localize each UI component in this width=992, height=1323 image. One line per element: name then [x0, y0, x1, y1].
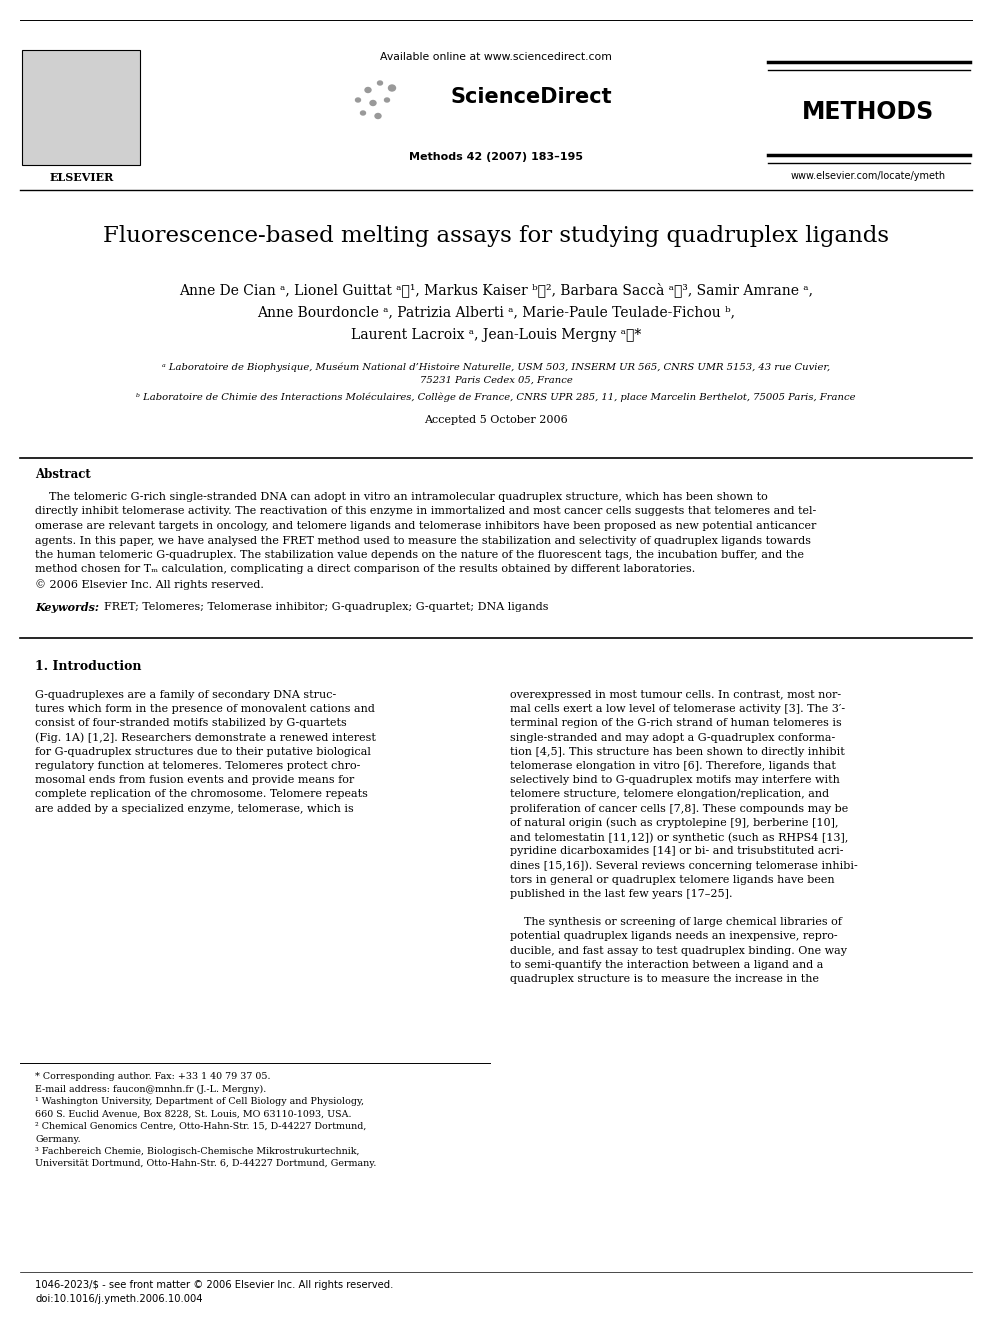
Text: ScienceDirect: ScienceDirect — [450, 87, 612, 107]
Text: terminal region of the G-rich strand of human telomeres is: terminal region of the G-rich strand of … — [510, 718, 842, 729]
Text: Anne Bourdoncle ᵃ, Patrizia Alberti ᵃ, Marie-Paule Teulade-Fichou ᵇ,: Anne Bourdoncle ᵃ, Patrizia Alberti ᵃ, M… — [257, 306, 735, 319]
Text: regulatory function at telomeres. Telomeres protect chro-: regulatory function at telomeres. Telome… — [35, 761, 360, 771]
Text: ¹ Washington University, Department of Cell Biology and Physiology,: ¹ Washington University, Department of C… — [35, 1097, 364, 1106]
Text: 660 S. Euclid Avenue, Box 8228, St. Louis, MO 63110-1093, USA.: 660 S. Euclid Avenue, Box 8228, St. Loui… — [35, 1110, 351, 1118]
Text: The telomeric G-rich single-stranded DNA can adopt in vitro an intramolecular qu: The telomeric G-rich single-stranded DNA… — [35, 492, 768, 501]
Text: ELSEVIER: ELSEVIER — [50, 172, 114, 183]
Text: Universität Dortmund, Otto-Hahn-Str. 6, D-44227 Dortmund, Germany.: Universität Dortmund, Otto-Hahn-Str. 6, … — [35, 1159, 376, 1168]
Text: Germany.: Germany. — [35, 1135, 80, 1143]
Text: telomerase elongation in vitro [6]. Therefore, ligands that: telomerase elongation in vitro [6]. Ther… — [510, 761, 836, 771]
Ellipse shape — [355, 98, 360, 102]
Text: Anne De Cian ᵃ, Lionel Guittat ᵃⰻ¹, Markus Kaiser ᵇⰻ², Barbara Saccà ᵃⰻ³, Samir : Anne De Cian ᵃ, Lionel Guittat ᵃⰻ¹, Mark… — [179, 282, 813, 296]
Text: and telomestatin [11,12]) or synthetic (such as RHPS4 [13],: and telomestatin [11,12]) or synthetic (… — [510, 832, 848, 843]
Ellipse shape — [378, 81, 383, 85]
Text: * Corresponding author. Fax: +33 1 40 79 37 05.: * Corresponding author. Fax: +33 1 40 79… — [35, 1072, 271, 1081]
Text: single-stranded and may adopt a G-quadruplex conforma-: single-stranded and may adopt a G-quadru… — [510, 733, 835, 742]
Ellipse shape — [385, 98, 390, 102]
Text: proliferation of cancer cells [7,8]. These compounds may be: proliferation of cancer cells [7,8]. The… — [510, 803, 848, 814]
Text: Available online at www.sciencedirect.com: Available online at www.sciencedirect.co… — [380, 52, 612, 62]
Text: the human telomeric G-quadruplex. The stabilization value depends on the nature : the human telomeric G-quadruplex. The st… — [35, 550, 804, 560]
Text: Keywords:: Keywords: — [35, 602, 99, 613]
Text: Methods 42 (2007) 183–195: Methods 42 (2007) 183–195 — [409, 152, 583, 161]
Text: 1. Introduction: 1. Introduction — [35, 660, 142, 673]
Text: G-quadruplexes are a family of secondary DNA struc-: G-quadruplexes are a family of secondary… — [35, 691, 336, 700]
Text: ducible, and fast assay to test quadruplex binding. One way: ducible, and fast assay to test quadrupl… — [510, 946, 847, 955]
Text: 75231 Paris Cedex 05, France: 75231 Paris Cedex 05, France — [420, 376, 572, 385]
Text: agents. In this paper, we have analysed the FRET method used to measure the stab: agents. In this paper, we have analysed … — [35, 536, 811, 545]
Text: METHODS: METHODS — [802, 101, 934, 124]
Text: (Fig. 1A) [1,2]. Researchers demonstrate a renewed interest: (Fig. 1A) [1,2]. Researchers demonstrate… — [35, 733, 376, 744]
Text: ³ Fachbereich Chemie, Biologisch-Chemische Mikrostrukurtechnik,: ³ Fachbereich Chemie, Biologisch-Chemisc… — [35, 1147, 359, 1156]
Text: ² Chemical Genomics Centre, Otto-Hahn-Str. 15, D-44227 Dortmund,: ² Chemical Genomics Centre, Otto-Hahn-St… — [35, 1122, 366, 1131]
Text: quadruplex structure is to measure the increase in the: quadruplex structure is to measure the i… — [510, 974, 819, 984]
Text: Fluorescence-based melting assays for studying quadruplex ligands: Fluorescence-based melting assays for st… — [103, 225, 889, 247]
Text: tors in general or quadruplex telomere ligands have been: tors in general or quadruplex telomere l… — [510, 875, 834, 885]
Ellipse shape — [360, 111, 365, 115]
Text: omerase are relevant targets in oncology, and telomere ligands and telomerase in: omerase are relevant targets in oncology… — [35, 521, 816, 531]
Text: tion [4,5]. This structure has been shown to directly inhibit: tion [4,5]. This structure has been show… — [510, 746, 845, 757]
Text: 1046-2023/$ - see front matter © 2006 Elsevier Inc. All rights reserved.: 1046-2023/$ - see front matter © 2006 El… — [35, 1279, 394, 1290]
Text: to semi-quantify the interaction between a ligand and a: to semi-quantify the interaction between… — [510, 959, 823, 970]
Text: FRET; Telomeres; Telomerase inhibitor; G-quadruplex; G-quartet; DNA ligands: FRET; Telomeres; Telomerase inhibitor; G… — [104, 602, 549, 613]
Text: are added by a specialized enzyme, telomerase, which is: are added by a specialized enzyme, telom… — [35, 803, 354, 814]
Text: telomere structure, telomere elongation/replication, and: telomere structure, telomere elongation/… — [510, 790, 829, 799]
Ellipse shape — [375, 114, 381, 119]
Text: published in the last few years [17–25].: published in the last few years [17–25]. — [510, 889, 732, 898]
Text: potential quadruplex ligands needs an inexpensive, repro-: potential quadruplex ligands needs an in… — [510, 931, 837, 942]
Text: Accepted 5 October 2006: Accepted 5 October 2006 — [425, 415, 567, 425]
Text: for G-quadruplex structures due to their putative biological: for G-quadruplex structures due to their… — [35, 746, 371, 757]
Text: directly inhibit telomerase activity. The reactivation of this enzyme in immorta: directly inhibit telomerase activity. Th… — [35, 507, 816, 516]
Text: method chosen for Tₘ calculation, complicating a direct comparison of the result: method chosen for Tₘ calculation, compli… — [35, 565, 695, 574]
Text: complete replication of the chromosome. Telomere repeats: complete replication of the chromosome. … — [35, 790, 368, 799]
Ellipse shape — [365, 87, 371, 93]
Text: Abstract: Abstract — [35, 468, 90, 482]
Ellipse shape — [370, 101, 376, 106]
Text: overexpressed in most tumour cells. In contrast, most nor-: overexpressed in most tumour cells. In c… — [510, 691, 841, 700]
Text: www.elsevier.com/locate/ymeth: www.elsevier.com/locate/ymeth — [791, 171, 945, 181]
Text: ᵃ Laboratoire de Biophysique, Muséum National d’Histoire Naturelle, USM 503, INS: ᵃ Laboratoire de Biophysique, Muséum Nat… — [162, 363, 830, 372]
Text: consist of four-stranded motifs stabilized by G-quartets: consist of four-stranded motifs stabiliz… — [35, 718, 347, 729]
Text: mal cells exert a low level of telomerase activity [3]. The 3′-: mal cells exert a low level of telomeras… — [510, 704, 845, 714]
Text: dines [15,16]). Several reviews concerning telomerase inhibi-: dines [15,16]). Several reviews concerni… — [510, 860, 858, 871]
Text: doi:10.1016/j.ymeth.2006.10.004: doi:10.1016/j.ymeth.2006.10.004 — [35, 1294, 202, 1304]
Text: © 2006 Elsevier Inc. All rights reserved.: © 2006 Elsevier Inc. All rights reserved… — [35, 579, 264, 590]
Text: mosomal ends from fusion events and provide means for: mosomal ends from fusion events and prov… — [35, 775, 354, 785]
Ellipse shape — [389, 85, 396, 91]
Text: of natural origin (such as cryptolepine [9], berberine [10],: of natural origin (such as cryptolepine … — [510, 818, 838, 828]
Text: pyridine dicarboxamides [14] or bi- and trisubstituted acri-: pyridine dicarboxamides [14] or bi- and … — [510, 847, 843, 856]
Text: Laurent Lacroix ᵃ, Jean-Louis Mergny ᵃⰻ*: Laurent Lacroix ᵃ, Jean-Louis Mergny ᵃⰻ* — [351, 328, 641, 343]
Text: The synthesis or screening of large chemical libraries of: The synthesis or screening of large chem… — [510, 917, 842, 927]
Text: tures which form in the presence of monovalent cations and: tures which form in the presence of mono… — [35, 704, 375, 714]
Text: E-mail address: faucon@mnhn.fr (J.-L. Mergny).: E-mail address: faucon@mnhn.fr (J.-L. Me… — [35, 1085, 266, 1094]
Text: ᵇ Laboratoire de Chimie des Interactions Moléculaires, Collège de France, CNRS U: ᵇ Laboratoire de Chimie des Interactions… — [136, 392, 856, 401]
Text: selectively bind to G-quadruplex motifs may interfere with: selectively bind to G-quadruplex motifs … — [510, 775, 840, 785]
